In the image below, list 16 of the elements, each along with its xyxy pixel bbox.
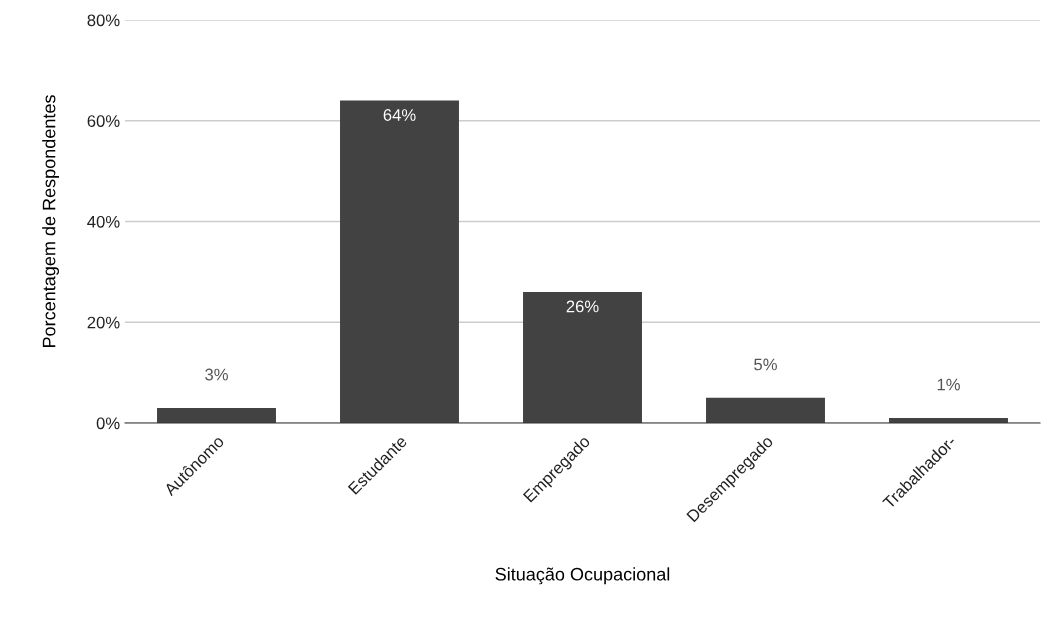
data-label: 26%	[566, 300, 599, 313]
y-tick-label: 40%	[87, 215, 120, 228]
y-tick-label: 0%	[96, 417, 120, 430]
x-axis-title: Situação Ocupacional	[495, 567, 670, 585]
y-tick-label: 60%	[87, 115, 120, 127]
data-label: 1%	[937, 378, 960, 391]
y-tick-label: 80%	[87, 14, 120, 27]
y-axis-title: Porcentagem de Respondentes	[42, 95, 59, 347]
bar	[340, 100, 459, 423]
bar	[706, 397, 825, 423]
bar	[157, 407, 276, 423]
data-label: 3%	[205, 368, 228, 381]
bar	[523, 292, 642, 423]
y-tick-label: 20%	[87, 316, 120, 329]
data-label: 64%	[383, 109, 416, 121]
data-label: 5%	[754, 358, 777, 371]
